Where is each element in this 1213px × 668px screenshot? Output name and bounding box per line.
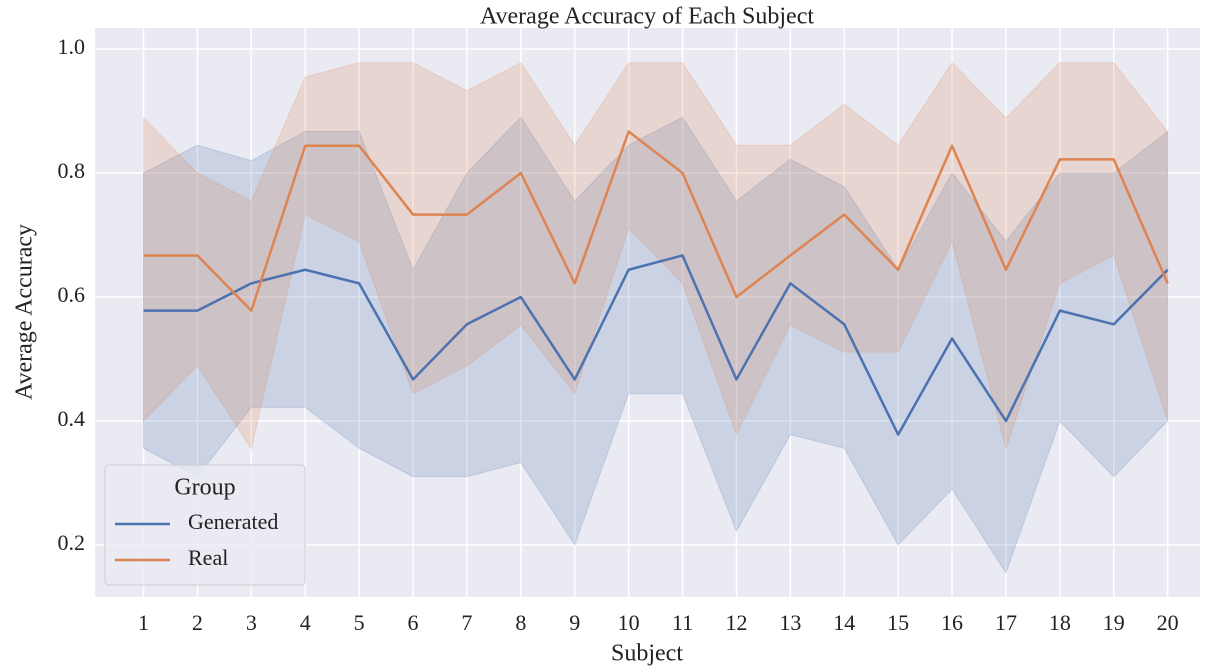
marks [143,61,1169,574]
x-tick-label: 8 [515,610,526,635]
x-tick-label: 3 [246,610,257,635]
y-tick-label: 1.0 [58,34,86,59]
confidence-band [143,61,1169,451]
x-tick-label: 15 [887,610,909,635]
y-tick-label: 0.4 [58,406,86,431]
x-tick-label: 2 [192,610,203,635]
x-tick-label: 11 [672,610,693,635]
x-tick-label: 9 [569,610,580,635]
x-tick-label: 17 [995,610,1017,635]
x-tick-label: 20 [1157,610,1179,635]
x-tick-label: 12 [725,610,747,635]
confidence-band [143,116,1169,574]
x-tick-label: 7 [461,610,472,635]
line [143,254,1169,436]
line [143,130,1169,312]
x-tick-label: 16 [941,610,963,635]
x-tick-label: 5 [354,610,365,635]
x-tick-label: 10 [618,610,640,635]
x-tick-label: 14 [833,610,855,635]
x-tick-label: 13 [779,610,801,635]
legend-label: Real [188,545,228,570]
chart-title: Average Accuracy of Each Subject [480,4,814,30]
x-tick-label: 6 [408,610,419,635]
x-tick-label: 18 [1049,610,1071,635]
grid [95,28,1200,597]
x-axis-label: Subject [611,641,683,667]
legend-title: Group [174,475,235,501]
y-tick-label: 0.2 [58,530,86,555]
legend-label: Generated [188,509,278,534]
y-tick-label: 0.8 [58,158,86,183]
legend: Group Generated Real [104,464,306,586]
x-tick-label: 19 [1103,610,1125,635]
x-tick-label: 4 [300,610,311,635]
legend-frame [104,464,306,586]
x-tick-label: 1 [138,610,149,635]
y-axis-label: Average Accuracy [12,224,38,400]
y-tick-label: 0.6 [58,282,86,307]
